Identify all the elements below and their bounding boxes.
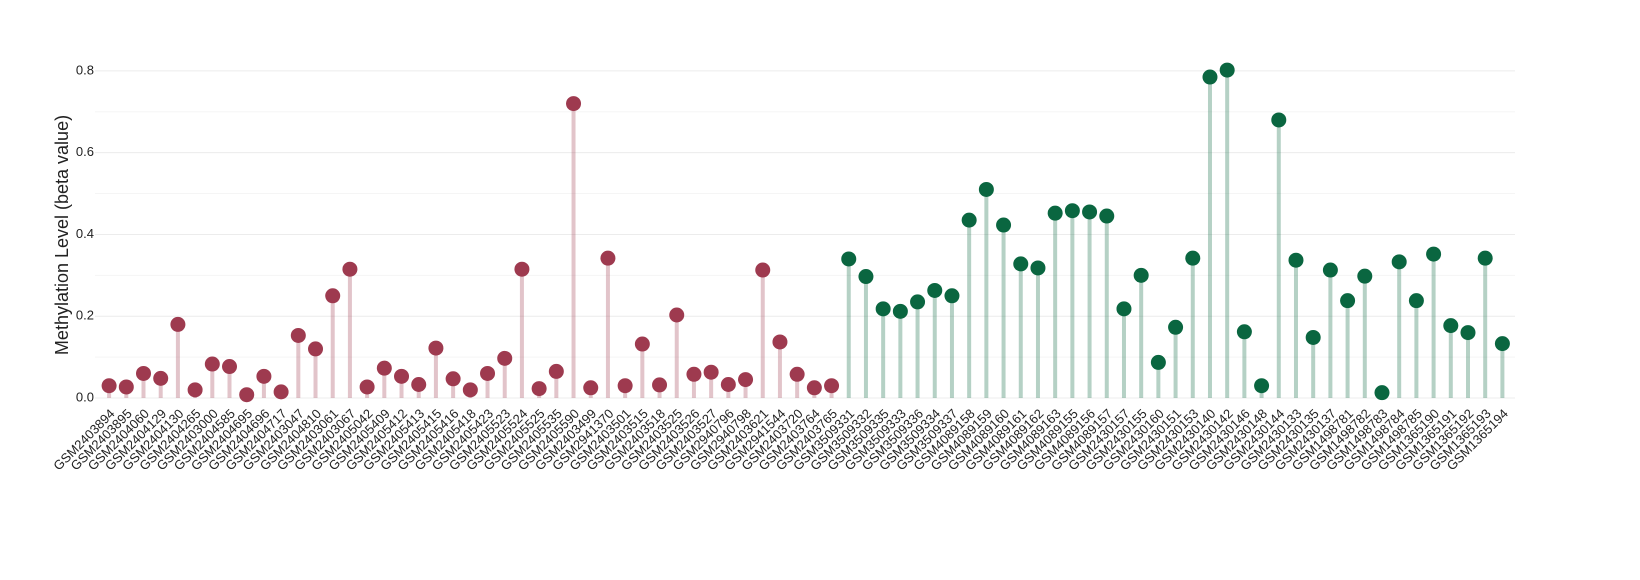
dot <box>1340 293 1356 309</box>
dot <box>1082 204 1098 220</box>
dot <box>359 379 375 395</box>
dot <box>910 294 926 310</box>
dot <box>961 212 977 228</box>
dot <box>617 378 633 394</box>
dot <box>101 378 117 394</box>
y-tick-label: 0.6 <box>76 144 94 159</box>
dot <box>755 262 771 278</box>
dot <box>187 382 203 398</box>
dot <box>996 217 1012 233</box>
dot <box>1047 205 1063 221</box>
dot <box>1271 112 1287 128</box>
dot <box>462 382 478 398</box>
dot <box>118 379 134 395</box>
y-axis-label: Methylation Level (beta value) <box>52 115 72 355</box>
dot <box>1064 203 1080 219</box>
dot <box>927 282 943 298</box>
dot <box>1288 252 1304 268</box>
dot <box>1099 208 1115 224</box>
dot <box>480 365 496 381</box>
dot <box>1391 254 1407 270</box>
dot <box>1305 329 1321 345</box>
dot <box>1494 336 1510 352</box>
dot <box>256 368 272 384</box>
dot <box>703 364 719 380</box>
dot <box>1254 378 1270 394</box>
dot <box>1219 62 1235 78</box>
dot <box>273 384 289 400</box>
dot <box>1116 301 1132 317</box>
dot <box>1408 293 1424 309</box>
dot <box>1426 246 1442 262</box>
dot <box>720 377 736 393</box>
dot <box>514 261 530 277</box>
y-tick-label: 0.0 <box>76 389 94 404</box>
dot <box>978 181 994 197</box>
dot <box>686 366 702 382</box>
dot <box>308 341 324 357</box>
dot <box>548 363 564 379</box>
dot <box>204 356 220 372</box>
y-tick-label: 0.4 <box>76 226 94 241</box>
dot <box>342 261 358 277</box>
dot <box>1168 319 1184 335</box>
dot <box>136 365 152 381</box>
dot <box>1322 262 1338 278</box>
dot <box>669 307 685 323</box>
dot <box>566 96 582 112</box>
dot <box>1013 256 1029 272</box>
dot <box>858 269 874 285</box>
dot <box>634 336 650 352</box>
dot <box>824 378 840 394</box>
dot <box>239 387 255 403</box>
dot <box>772 334 788 350</box>
dot <box>1357 268 1373 284</box>
dot <box>394 368 410 384</box>
dot <box>600 250 616 266</box>
dot <box>290 327 306 343</box>
dot <box>1150 354 1166 370</box>
dot <box>944 288 960 304</box>
dot <box>875 301 891 317</box>
dot <box>531 381 547 397</box>
dot <box>892 303 908 319</box>
dot <box>583 380 599 396</box>
dot <box>222 359 238 375</box>
dot <box>1185 250 1201 266</box>
y-tick-label: 0.8 <box>76 62 94 77</box>
dot <box>806 380 822 396</box>
dot <box>738 372 754 388</box>
dot <box>497 350 513 366</box>
dot <box>652 377 668 393</box>
dot <box>428 340 444 356</box>
y-tick-label: 0.2 <box>76 308 94 323</box>
dot <box>1202 69 1218 85</box>
dot <box>170 316 186 332</box>
dot <box>325 288 341 304</box>
dot <box>789 366 805 382</box>
dot <box>1460 325 1476 341</box>
dot <box>1443 318 1459 334</box>
dot <box>376 360 392 376</box>
dot <box>445 371 461 387</box>
dot <box>1236 324 1252 340</box>
dot <box>153 370 169 386</box>
dot <box>1030 260 1046 276</box>
dot <box>411 377 427 393</box>
dot <box>841 251 857 267</box>
dot <box>1133 267 1149 283</box>
dot <box>1374 385 1390 401</box>
dot <box>1477 250 1493 266</box>
